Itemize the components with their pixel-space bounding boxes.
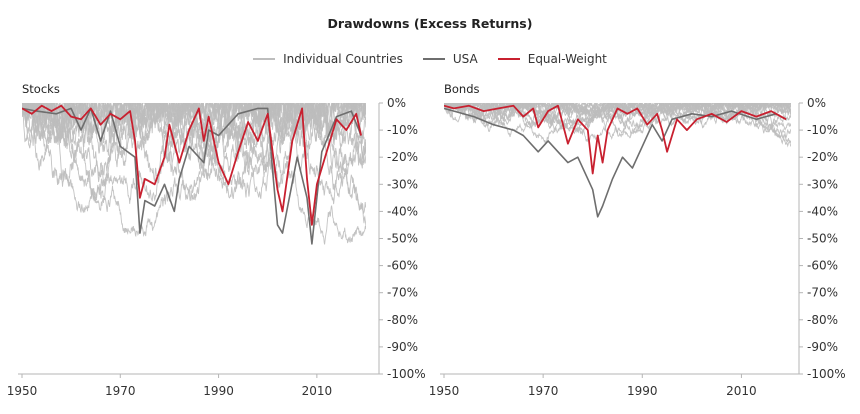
legend-label-equal-weight: Equal-Weight [527, 52, 607, 66]
y-tick-label-bonds: -10% [807, 123, 838, 137]
legend-item-usa: USA [422, 52, 478, 66]
y-tick-label-stocks: -100% [387, 367, 426, 381]
x-tick-label-stocks: 2010 [302, 384, 333, 398]
series-layer-stocks [22, 103, 366, 245]
panel-stocks: Stocks 0% -10% -20% -30% -40% -50% -60% -70% -80%… [7, 82, 426, 398]
x-tick-label-bonds: 1970 [528, 384, 559, 398]
series-line-equal-weight [22, 104, 362, 226]
x-tick-label-stocks: 1970 [105, 384, 136, 398]
x-tick-label-bonds: 1950 [429, 384, 460, 398]
chart-title: Drawdowns (Excess Returns) [327, 16, 533, 31]
y-tick-label-bonds: -40% [807, 204, 838, 218]
y-tick-label-stocks: 0% [387, 96, 406, 110]
x-tick-label-bonds: 2010 [726, 384, 757, 398]
panel-title-stocks: Stocks [22, 82, 60, 96]
legend-label-usa: USA [452, 52, 478, 66]
y-tick-label-bonds: -90% [807, 340, 838, 354]
series-line-usa [22, 107, 362, 245]
legend-swatch-countries [253, 58, 276, 60]
legend-label-countries: Individual Countries [283, 52, 403, 66]
legend-swatch-usa [422, 58, 445, 60]
y-tick-label-stocks: -40% [387, 204, 418, 218]
y-tick-label-stocks: -60% [387, 259, 418, 273]
panel-bonds: Bonds 0% -10% -20% -30% -40% -50% -60% -70% -80% -… [429, 82, 846, 398]
series-line-country-13 [444, 103, 791, 124]
y-tick-label-stocks: -70% [387, 286, 418, 300]
y-tick-label-bonds: -30% [807, 177, 838, 191]
series-line-country-13 [22, 103, 366, 158]
series-line-usa [444, 107, 787, 218]
y-tick-label-stocks: -10% [387, 123, 418, 137]
y-tick-label-bonds: -20% [807, 150, 838, 164]
y-tick-label-bonds: -80% [807, 313, 838, 327]
y-tick-label-bonds: -70% [807, 286, 838, 300]
x-tick-label-stocks: 1990 [203, 384, 234, 398]
legend-item-countries: Individual Countries [253, 52, 403, 66]
series-line-country-11 [22, 103, 366, 228]
y-tick-label-stocks: -20% [387, 150, 418, 164]
y-tick-label-bonds: -50% [807, 232, 838, 246]
x-tick-label-stocks: 1950 [7, 384, 38, 398]
y-tick-label-bonds: -100% [807, 367, 846, 381]
series-line-equal-weight [444, 104, 787, 175]
y-tick-label-stocks: -50% [387, 232, 418, 246]
y-tick-label-stocks: -90% [387, 340, 418, 354]
y-tick-label-stocks: -30% [387, 177, 418, 191]
legend-swatch-equal-weight [497, 58, 520, 60]
legend: Individual Countries USA Equal-Weight [0, 52, 860, 66]
series-layer-bonds [444, 103, 791, 218]
legend-item-equal-weight: Equal-Weight [497, 52, 607, 66]
x-tick-label-bonds: 1990 [627, 384, 658, 398]
y-tick-label-stocks: -80% [387, 313, 418, 327]
panel-title-bonds: Bonds [444, 82, 480, 96]
y-tick-label-bonds: 0% [807, 96, 826, 110]
y-tick-label-bonds: -60% [807, 259, 838, 273]
